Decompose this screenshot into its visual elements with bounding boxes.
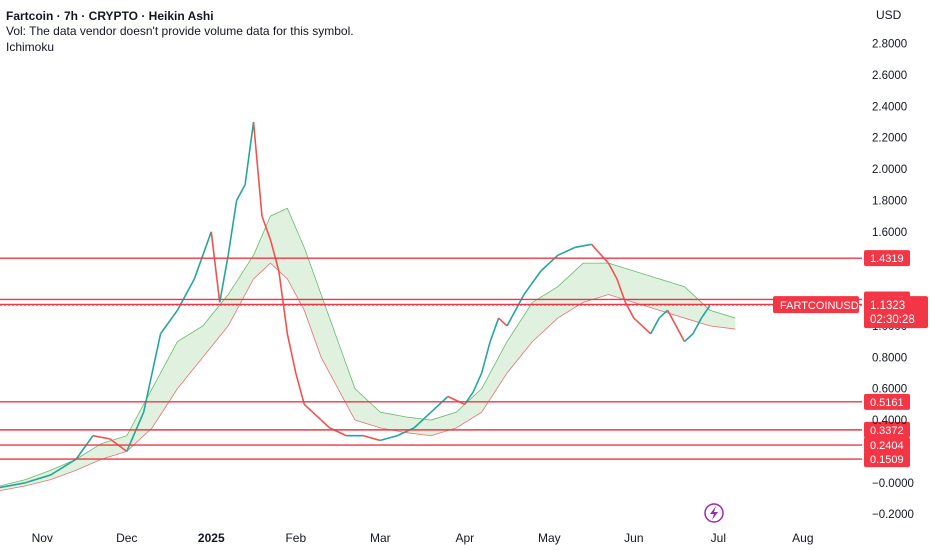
level-label: 0.3372 [870, 425, 904, 437]
volume-note: Vol: The data vendor doesn't provide vol… [6, 24, 354, 38]
price-segment [329, 427, 347, 437]
y-tick-label: 2.4000 [872, 101, 907, 113]
price-segment [227, 200, 238, 256]
price-segment [286, 333, 297, 374]
chart-title: Fartcoin · 7h · CRYPTO · Heikin Ashi [6, 9, 214, 23]
price-segment [641, 325, 652, 335]
price-segment [269, 239, 280, 272]
x-tick-label: Apr [455, 531, 474, 545]
y-tick-label: 2.6000 [872, 70, 907, 82]
price-segment [92, 434, 111, 440]
x-tick-label: Mar [370, 531, 391, 545]
price-segment [523, 270, 542, 295]
price-segment [244, 121, 255, 185]
x-tick-label: Jul [711, 531, 726, 545]
price-segment [692, 317, 703, 335]
x-tick-label: May [538, 531, 561, 545]
price-segment [0, 481, 26, 489]
price-segment [320, 419, 331, 429]
y-tick-label: 1.6000 [872, 227, 907, 239]
time-axis[interactable]: Nov Dec 2025 Feb Mar Apr May Jun Jul Aug [32, 531, 814, 545]
x-tick-label: 2025 [198, 531, 225, 545]
indicator-label[interactable]: Ichimoku [6, 40, 55, 54]
x-tick-label: Jun [624, 531, 643, 545]
x-tick-label: Nov [32, 531, 53, 545]
price-segment [666, 309, 677, 327]
price-segment [312, 411, 322, 421]
price-segment [557, 246, 576, 257]
x-tick-label: Feb [285, 531, 306, 545]
price-segment [650, 317, 660, 335]
price-segment [261, 215, 272, 240]
cloud-upper-line [0, 207, 736, 487]
price-segment [142, 333, 162, 413]
cloud-lower-line [0, 262, 736, 492]
price-segment [616, 278, 627, 303]
price-segment [193, 231, 213, 280]
price-segment [447, 395, 466, 406]
y-tick-label: 0.6000 [872, 384, 907, 396]
last-price-value: 1.1323 [870, 300, 905, 312]
price-segment [574, 243, 592, 249]
ichimoku-cloud [0, 207, 736, 492]
price-segment [633, 317, 643, 327]
y-tick-label: −0.2000 [872, 509, 914, 521]
x-tick-label: Dec [116, 531, 137, 545]
currency-label[interactable]: USD [876, 8, 902, 22]
level-label-box [864, 437, 910, 454]
level-label-box [864, 250, 910, 267]
price-segment [413, 411, 432, 429]
price-segment [472, 372, 483, 393]
price-segment [363, 434, 381, 442]
y-tick-label: −0.0000 [872, 478, 914, 490]
price-segment [380, 434, 398, 442]
price-segment [295, 372, 306, 405]
price-segment [396, 427, 415, 437]
bar-countdown: 02:30:28 [870, 314, 915, 326]
price-segment [218, 255, 229, 303]
y-tick-label: 1.8000 [872, 195, 907, 207]
level-label: 1.4319 [870, 253, 904, 265]
last-price-box [864, 296, 928, 329]
price-segment [607, 262, 618, 280]
price-segment [683, 333, 694, 343]
level-label: 0.1509 [870, 454, 904, 466]
level-label-box [864, 393, 910, 410]
y-tick-label: 2.2000 [872, 133, 907, 145]
price-segment [50, 458, 77, 476]
level-label-box [864, 421, 910, 438]
price-segment [235, 184, 246, 201]
price-segment [700, 305, 711, 319]
y-tick-label: 2.8000 [872, 39, 907, 51]
price-segment [480, 341, 491, 374]
cloud-area [0, 208, 736, 491]
x-tick-label: Aug [792, 531, 813, 545]
level-label: 0.2404 [870, 440, 904, 452]
price-segment [25, 474, 51, 484]
price-segment [252, 121, 263, 217]
last-price-badge: FARTCOINUSD 1.1323 02:30:28 [0, 296, 928, 329]
price-segment [210, 231, 221, 303]
y-tick-label: 0.8000 [872, 352, 907, 364]
price-segment [675, 325, 686, 342]
y-tick-label: 2.0000 [872, 164, 907, 176]
level-label: 0.5161 [870, 397, 904, 409]
price-segment [75, 435, 94, 460]
price-segment [430, 395, 449, 413]
price-segment [590, 243, 610, 264]
price-segment [159, 309, 179, 335]
price-segment [489, 317, 500, 342]
y-tick-label: 0.4000 [872, 415, 907, 427]
level-label-box [864, 451, 910, 468]
price-segment [303, 403, 314, 413]
lightning-icon[interactable] [704, 503, 724, 523]
price-segment [498, 317, 508, 327]
symbol-label: FARTCOINUSD [780, 300, 859, 312]
price-segment [278, 270, 289, 334]
symbol-badge [773, 296, 859, 314]
price-segment [658, 309, 669, 319]
